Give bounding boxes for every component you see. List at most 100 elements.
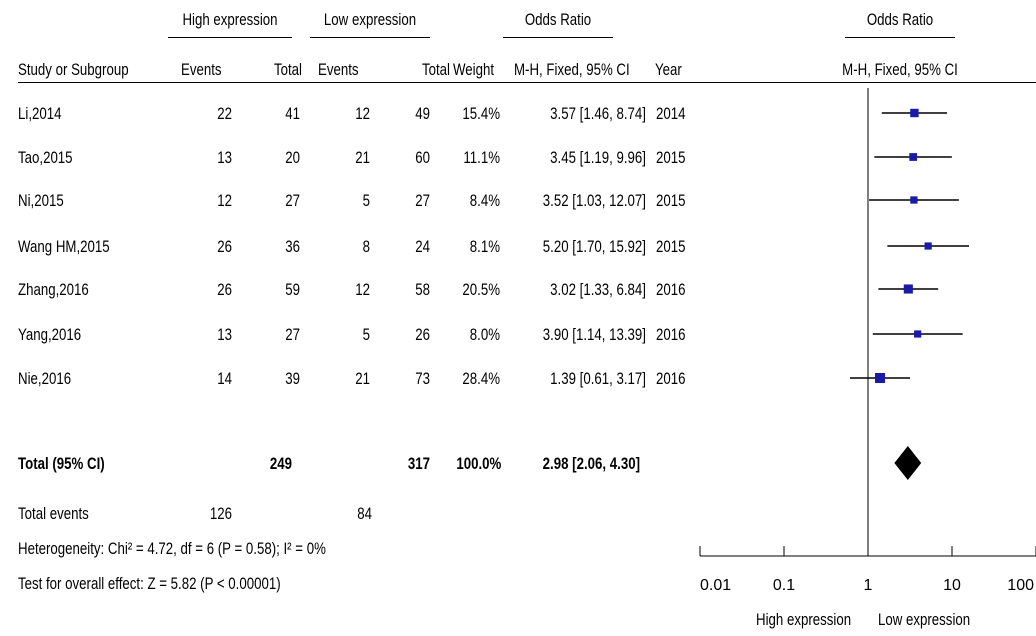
study-name: Zhang,2016 (18, 280, 89, 299)
ci-text: 1.39 [0.61, 3.17] (550, 369, 646, 388)
total2: 24 (415, 237, 430, 256)
point-estimate-marker (903, 284, 913, 294)
or-plot-underline (845, 37, 955, 38)
events1: 26 (217, 280, 232, 299)
ci-text: 3.57 [1.46, 8.74] (550, 104, 646, 123)
col-events2: Events (318, 60, 359, 79)
x-tick-label: 10 (943, 577, 961, 594)
x-tick-label: 0.1 (773, 577, 795, 594)
col-weight: Weight (453, 60, 495, 79)
events-label: Total events (18, 504, 89, 523)
events2: 21 (355, 369, 370, 388)
favours-left-label: High expression (756, 610, 852, 629)
events2: 12 (355, 104, 370, 123)
events1: 13 (217, 325, 232, 344)
events-e1: 126 (209, 504, 232, 523)
point-estimate-marker (875, 373, 886, 383)
group1-header: High expression (182, 10, 278, 29)
point-estimate-marker (924, 242, 932, 250)
total2: 60 (415, 148, 430, 167)
weight: 28.4% (462, 369, 500, 388)
point-estimate-marker (909, 153, 918, 161)
col-study: Study or Subgroup (18, 60, 129, 79)
total1: 20 (285, 148, 300, 167)
header-underline (18, 82, 1036, 83)
events2: 12 (355, 280, 370, 299)
group2-underline (310, 37, 430, 38)
study-name: Yang,2016 (18, 325, 82, 344)
point-estimate-marker (910, 196, 918, 204)
year: 2016 (656, 369, 686, 388)
weight: 20.5% (462, 280, 500, 299)
point-estimate-marker (910, 108, 919, 118)
col-total1: Total (273, 60, 302, 79)
year: 2015 (656, 148, 686, 167)
ci-text: 3.02 [1.33, 6.84] (550, 280, 646, 299)
events1: 22 (217, 104, 232, 123)
or-header: Odds Ratio (524, 10, 592, 29)
weight: 8.1% (469, 237, 500, 256)
total1: 27 (285, 325, 300, 344)
events1: 13 (217, 148, 232, 167)
col-ci: M-H, Fixed, 95% CI (514, 60, 630, 79)
total1: 27 (285, 191, 300, 210)
or-plot-header: Odds Ratio (866, 10, 934, 29)
weight: 11.1% (463, 148, 500, 167)
total2: 27 (415, 191, 430, 210)
year: 2015 (656, 237, 686, 256)
col-ci-plot: M-H, Fixed, 95% CI (842, 60, 958, 79)
total1: 41 (285, 104, 300, 123)
year: 2016 (656, 280, 686, 299)
col-total2: Total (421, 60, 450, 79)
col-year: Year (655, 60, 682, 79)
point-estimate-marker (914, 330, 922, 338)
group2-header: Low expression (323, 10, 417, 29)
total2: 58 (415, 280, 430, 299)
events1: 14 (217, 369, 232, 388)
events2: 5 (362, 191, 370, 210)
events1: 12 (217, 191, 232, 210)
total-t2: 317 (407, 454, 430, 473)
events2: 5 (362, 325, 370, 344)
events2: 21 (355, 148, 370, 167)
x-tick-label: 1 (864, 577, 873, 594)
x-tick-label: 0.01 (700, 577, 731, 594)
study-name: Nie,2016 (18, 369, 72, 388)
weight: 8.0% (469, 325, 500, 344)
ci-text: 5.20 [1.70, 15.92] (542, 237, 646, 256)
study-name: Ni,2015 (18, 191, 64, 210)
total2: 49 (415, 104, 430, 123)
total1: 36 (285, 237, 300, 256)
events-e2: 84 (357, 504, 372, 523)
ci-text: 3.52 [1.03, 12.07] (542, 191, 646, 210)
col-events1: Events (181, 60, 222, 79)
overall-effect-text: Test for overall effect: Z = 5.82 (P < 0… (18, 574, 281, 593)
total-label: Total (95% CI) (18, 454, 105, 473)
study-name: Tao,2015 (18, 148, 73, 167)
events2: 8 (362, 237, 370, 256)
ci-text: 3.45 [1.19, 9.96] (550, 148, 646, 167)
ci-text: 3.90 [1.14, 13.39] (542, 325, 646, 344)
total-ci: 2.98 [2.06, 4.30] (542, 454, 640, 473)
events1: 26 (217, 237, 232, 256)
group1-underline (168, 37, 292, 38)
year: 2014 (656, 104, 686, 123)
total1: 39 (285, 369, 300, 388)
total2: 26 (415, 325, 430, 344)
total-t1: 249 (269, 454, 292, 473)
pooled-diamond (894, 446, 922, 480)
total-weight: 100.0% (456, 454, 502, 473)
favours-right-label: Low expression (878, 610, 971, 629)
or-underline (503, 37, 613, 38)
year: 2015 (656, 191, 686, 210)
total1: 59 (285, 280, 300, 299)
year: 2016 (656, 325, 686, 344)
study-name: Li,2014 (18, 104, 62, 123)
total2: 73 (415, 369, 430, 388)
x-tick-label: 100 (1007, 577, 1034, 594)
weight: 8.4% (469, 191, 500, 210)
heterogeneity-text: Heterogeneity: Chi² = 4.72, df = 6 (P = … (18, 539, 326, 558)
study-name: Wang HM,2015 (18, 237, 110, 256)
weight: 15.4% (462, 104, 500, 123)
